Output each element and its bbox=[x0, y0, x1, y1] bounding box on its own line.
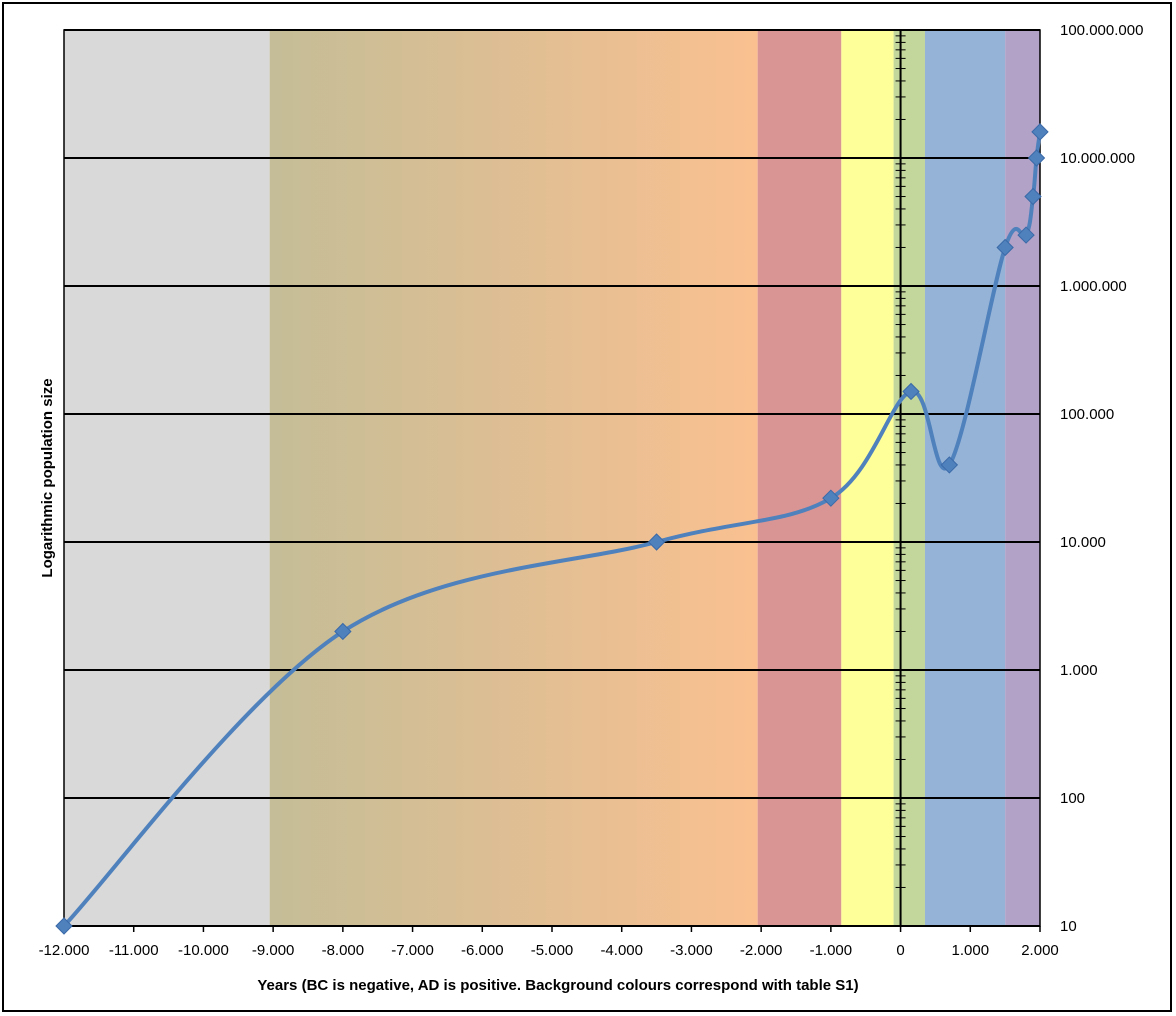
background-period-2 bbox=[269, 30, 758, 926]
x-tick-label: -10.000 bbox=[178, 942, 229, 959]
x-tick-label: -9.000 bbox=[252, 942, 295, 959]
x-tick-label: -5.000 bbox=[531, 942, 574, 959]
x-tick-label: -7.000 bbox=[391, 942, 434, 959]
data-point-marker bbox=[1024, 187, 1042, 206]
data-point-marker bbox=[1031, 123, 1049, 141]
y-tick-label: 100 bbox=[1060, 790, 1085, 807]
y-tick-label: 10.000 bbox=[1060, 534, 1106, 551]
y-tick-label: 100.000.000 bbox=[1060, 22, 1143, 39]
x-tick-label: 1.000 bbox=[952, 942, 990, 959]
y-tick-label: 10 bbox=[1060, 918, 1077, 935]
x-axis-title: Years (BC is negative, AD is positive. B… bbox=[257, 977, 858, 994]
background-period-3 bbox=[757, 30, 842, 926]
data-point-marker bbox=[647, 533, 666, 551]
data-point-marker bbox=[940, 456, 959, 474]
background-periods bbox=[64, 30, 1040, 926]
data-point-marker bbox=[902, 382, 920, 401]
y-tick-labels: 10 100 1.000 10.000 100.000 1.000.000 10.000.0… bbox=[1060, 22, 1143, 935]
data-point-marker bbox=[1027, 149, 1046, 167]
background-period-1 bbox=[64, 30, 270, 926]
y-tick-label: 1.000.000 bbox=[1060, 278, 1127, 295]
data-point-marker bbox=[1017, 226, 1035, 244]
x-tick-label: -4.000 bbox=[600, 942, 643, 959]
x-tick-label: 0 bbox=[896, 942, 904, 959]
x-tick-label: -1.000 bbox=[810, 942, 853, 959]
y-tick-label: 10.000.000 bbox=[1060, 150, 1135, 167]
x-tick-label: 2.000 bbox=[1021, 942, 1059, 959]
x-tick-label: -2.000 bbox=[740, 942, 783, 959]
x-tick-label: -3.000 bbox=[670, 942, 713, 959]
data-point-marker bbox=[334, 622, 352, 641]
y-tick-label: 1.000 bbox=[1060, 662, 1098, 679]
x-tick-labels: -12.000 -11.000 -10.000 -9.000 -8.000 -7.000 -… bbox=[39, 942, 1059, 959]
y-tick-label: 100.000 bbox=[1060, 406, 1114, 423]
background-period-5 bbox=[893, 30, 925, 926]
y-axis-title: Logarithmic population size bbox=[39, 378, 56, 577]
x-tick-label: -11.000 bbox=[109, 942, 159, 959]
data-point-marker bbox=[55, 917, 73, 935]
background-period-6 bbox=[924, 30, 1006, 926]
data-point-marker bbox=[822, 489, 840, 507]
x-tick-label: -6.000 bbox=[461, 942, 504, 959]
data-point-marker bbox=[996, 238, 1014, 257]
background-period-4 bbox=[841, 30, 894, 926]
x-tick-label: -8.000 bbox=[322, 942, 365, 959]
x-tick-label: -12.000 bbox=[39, 942, 90, 959]
series-population bbox=[55, 123, 1049, 935]
axes bbox=[63, 29, 1041, 932]
